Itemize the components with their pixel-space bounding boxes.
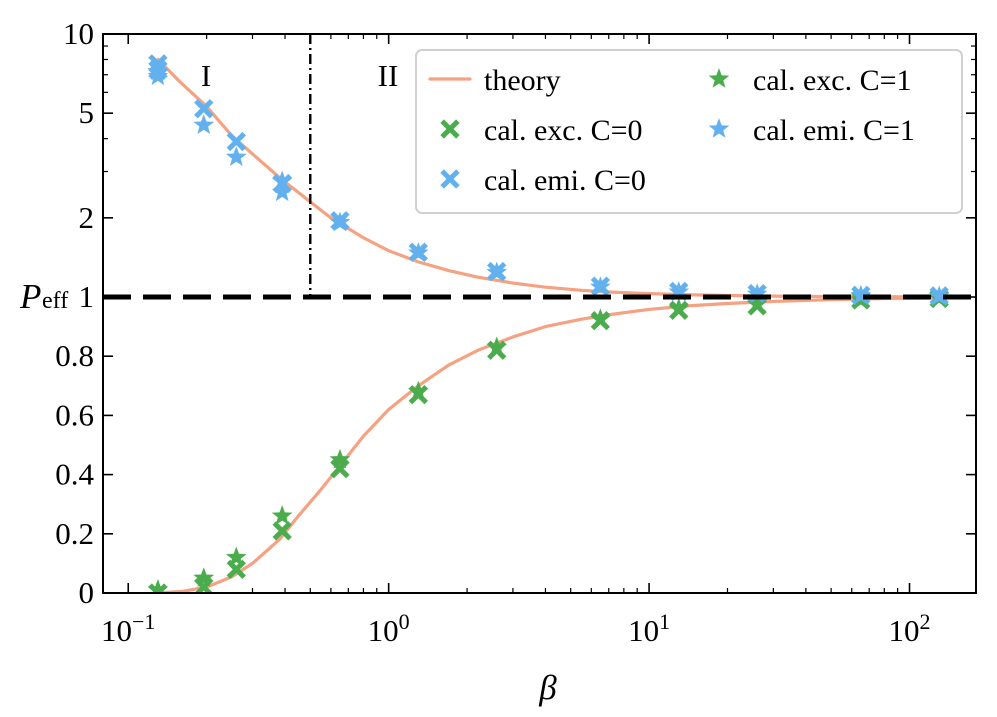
emi1-point-5 [271, 181, 293, 202]
x-tick-label-3: 102 [889, 609, 931, 649]
exc1-point-7 [589, 308, 611, 329]
y-tick-label-3: 0.6 [55, 397, 94, 432]
legend-swatch-emi0 [440, 169, 460, 189]
x-tick-label-1: 100 [368, 609, 410, 649]
y-tick-label-4: 0.8 [55, 338, 94, 373]
y-tick-label-6: 2 [79, 200, 95, 235]
x-tick-label-2: 101 [628, 609, 670, 649]
exc1-point-8 [668, 297, 690, 318]
emi1-point-1 [147, 65, 169, 86]
legend-label-exc1: cal. exc. C=1 [753, 64, 912, 97]
exc1-point-3 [271, 505, 293, 525]
legend-label-emi0: cal. emi. C=0 [484, 164, 646, 197]
x-tick-labels: 10−1 100 101 102 [101, 609, 930, 649]
emi1-point-9 [589, 276, 611, 296]
emi0-point-3 [226, 131, 247, 152]
y-tick-labels: 0 0.2 0.4 0.6 0.8 1 2 5 10 [55, 16, 94, 610]
y-tick-label-0: 0 [79, 575, 95, 610]
legend-swatch-exc1 [708, 68, 730, 88]
region-label-i: I [201, 58, 211, 93]
x-axis-label: β [538, 668, 557, 707]
emi1-point-3 [225, 146, 247, 167]
y-tick-label-7: 5 [79, 95, 95, 130]
x-tick-label-0: 10−1 [101, 609, 155, 649]
plot-frame [102, 33, 977, 594]
legend-label-exc0: cal. exc. C=0 [484, 114, 643, 147]
series-layer [147, 54, 950, 593]
legend-swatch-emi1 [708, 118, 730, 138]
y-tick-label-1: 0.2 [55, 516, 94, 551]
y-axis-label-main: P [19, 277, 41, 316]
emi1-point-2 [193, 114, 215, 135]
reference-lines [103, 34, 976, 300]
emi1-point-13 [928, 285, 950, 306]
legend: theory cal. exc. C=0 cal. emi. C=0 cal. exc… [415, 49, 963, 214]
emi1-point-6 [329, 211, 351, 232]
exc1-point-5 [407, 380, 429, 401]
y-axis-label: P eff [19, 277, 68, 316]
emi1-point-8 [486, 261, 508, 282]
region-label-ii: II [378, 58, 399, 93]
legend-frame [415, 49, 963, 214]
y-tick-label-5: 1 [79, 279, 95, 314]
exc1-point-4 [329, 448, 351, 469]
exc1-point-9 [746, 293, 768, 314]
theory-curve-lower [156, 296, 941, 593]
emi0-point-2 [194, 98, 214, 119]
emi1-point-7 [407, 242, 429, 262]
y-axis-label-subscript: eff [42, 288, 68, 314]
legend-label-emi1: cal. emi. C=1 [753, 114, 915, 147]
exc1-point-0 [147, 579, 169, 593]
y-tick-label-2: 0.4 [55, 457, 94, 492]
y-tick-label-8: 10 [63, 16, 94, 51]
exc0-point-3 [272, 521, 292, 541]
exc1-point-2 [225, 546, 247, 567]
emi1-point-12 [850, 284, 872, 305]
legend-swatch-exc0 [440, 119, 460, 139]
exc1-point-1 [193, 567, 215, 588]
exc1-point-6 [486, 336, 508, 357]
legend-label-theory: theory [484, 64, 561, 97]
